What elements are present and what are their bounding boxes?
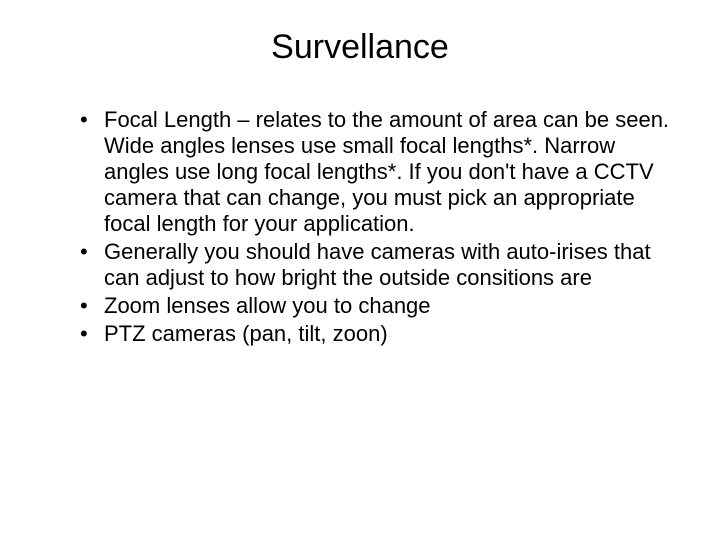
slide-title: Survellance [50,28,670,67]
list-item: Generally you should have cameras with a… [80,239,670,291]
slide-content: Focal Length – relates to the amount of … [50,107,670,347]
list-item: PTZ cameras (pan, tilt, zoon) [80,321,670,347]
list-item: Focal Length – relates to the amount of … [80,107,670,237]
list-item: Zoom lenses allow you to change [80,293,670,319]
bullet-list: Focal Length – relates to the amount of … [80,107,670,347]
slide-container: Survellance Focal Length – relates to th… [0,0,720,540]
